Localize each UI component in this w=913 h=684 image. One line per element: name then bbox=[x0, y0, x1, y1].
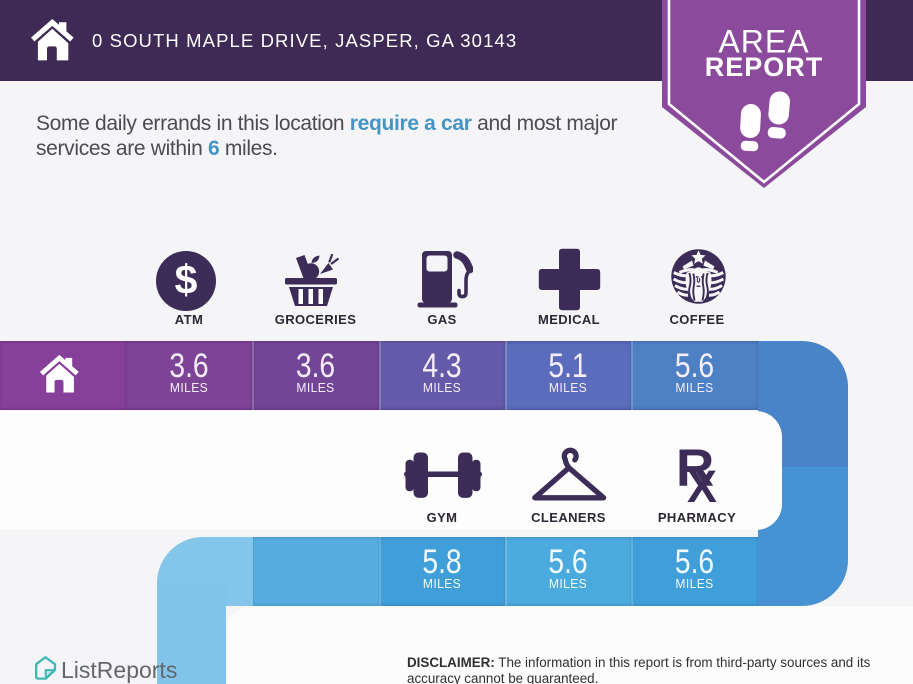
svg-text:REPORT: REPORT bbox=[705, 52, 824, 82]
svg-text:$: $ bbox=[175, 257, 198, 303]
svg-text:AREA: AREA bbox=[718, 24, 809, 60]
